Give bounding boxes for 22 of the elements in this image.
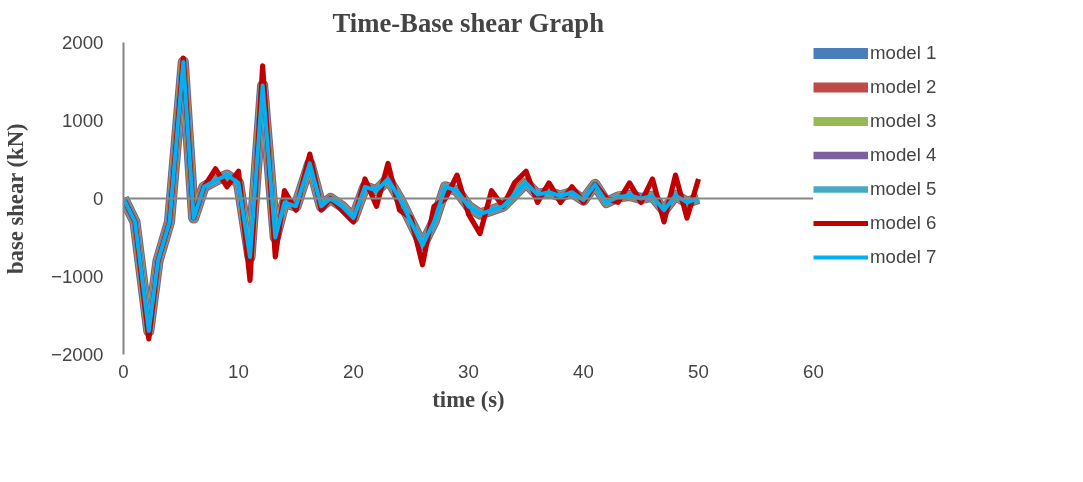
x-tick-label: 0	[118, 360, 129, 382]
y-tick-label: 1000	[62, 110, 104, 131]
x-tick-label: 20	[343, 360, 364, 382]
x-tick-label: 30	[458, 360, 479, 382]
y-tick-label: 2000	[62, 32, 104, 53]
legend-label: model 1	[870, 42, 937, 64]
y-tick-label: −1000	[51, 266, 104, 287]
legend-label: model 4	[870, 144, 937, 166]
x-axis-title: time (s)	[432, 386, 505, 412]
x-tick-label: 40	[573, 360, 594, 382]
legend-label: model 6	[870, 212, 937, 234]
y-tick-label: −2000	[51, 344, 104, 365]
legend-label: model 7	[870, 246, 937, 268]
chart-title: Time-Base shear Graph	[332, 7, 605, 38]
x-tick-label: 60	[803, 360, 824, 382]
legend-label: model 3	[870, 110, 937, 132]
x-tick-label: 50	[688, 360, 709, 382]
legend-label: model 5	[870, 178, 937, 200]
legend-label: model 2	[870, 76, 937, 98]
y-tick-label: 0	[93, 188, 104, 209]
y-axis-title: base shear (kN)	[3, 123, 29, 275]
x-tick-label: 10	[228, 360, 249, 382]
